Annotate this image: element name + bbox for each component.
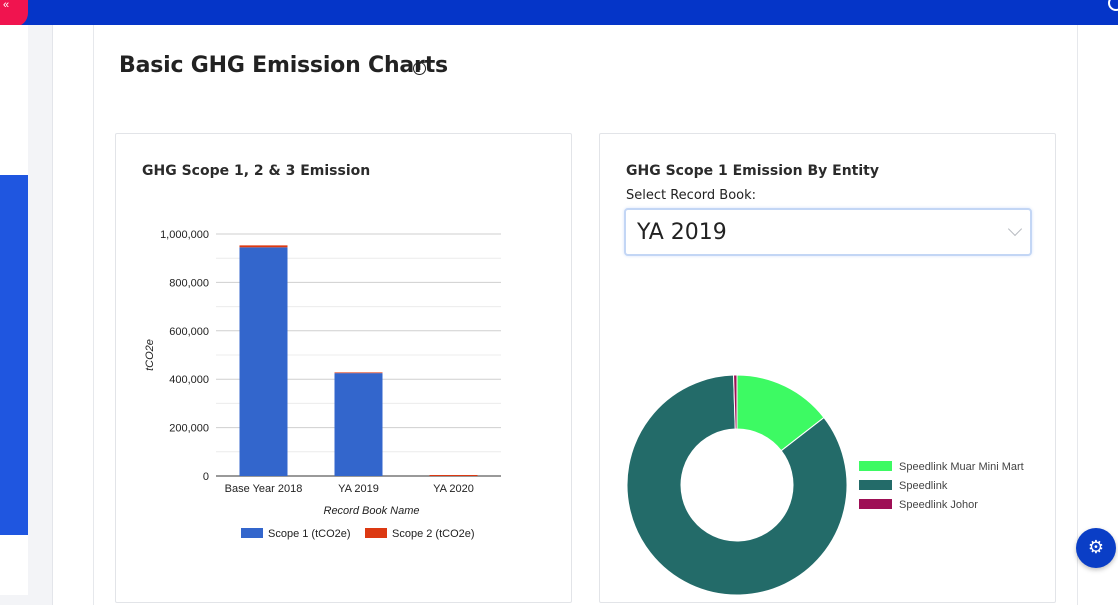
y-tick-label: 600,000 [169, 326, 209, 338]
bar-scope1 [334, 373, 383, 476]
sidebar-collapse-button[interactable]: « [0, 0, 28, 27]
scope-bar-chart: 0 200,000 400,000 600,000 800,000 1,000,000 Ba… [144, 229, 501, 540]
bar-scope2 [239, 245, 288, 248]
x-axis-title: Record Book Name [324, 505, 420, 517]
sidebar-active-indicator [0, 175, 28, 535]
x-tick-label: Base Year 2018 [225, 483, 303, 495]
card-title: GHG Scope 1 Emission By Entity [626, 163, 879, 179]
legend-label: Scope 1 (tCO2e) [268, 528, 351, 540]
select-value: YA 2019 [637, 220, 727, 245]
legend-swatch [859, 461, 892, 471]
legend-label: Speedlink Johor [899, 499, 978, 511]
donut-slice [626, 374, 848, 596]
y-tick-label: 400,000 [169, 374, 209, 386]
card-title: GHG Scope 1, 2 & 3 Emission [142, 163, 371, 179]
settings-button[interactable]: ⚙ [1076, 528, 1116, 568]
y-axis-title: tCO2e [144, 339, 156, 371]
donut-slice [733, 374, 738, 430]
globe-icon[interactable] [1108, 0, 1118, 11]
record-book-select[interactable]: YA 2019 [624, 208, 1032, 256]
scope-emission-card: GHG Scope 1, 2 & 3 Emission 0 200,000 400,… [115, 133, 572, 603]
legend-label: Speedlink Muar Mini Mart [899, 461, 1024, 473]
gear-icon: ⚙ [1087, 537, 1105, 558]
bar-scope2 [429, 475, 478, 476]
y-tick-label: 0 [203, 471, 209, 483]
legend-swatch [859, 480, 892, 490]
top-navbar: « [0, 0, 1118, 27]
select-record-book-label: Select Record Book: [626, 188, 757, 203]
bar-scope1 [239, 247, 288, 476]
legend-swatch [241, 528, 263, 538]
legend-label: Speedlink [899, 480, 948, 492]
x-tick-label: YA 2020 [433, 483, 474, 495]
collapse-icon: « [3, 0, 10, 11]
page-title: Basic GHG Emission Charts [119, 53, 448, 78]
bar-scope2 [334, 372, 383, 374]
legend-swatch [859, 499, 892, 509]
info-icon[interactable]: i [413, 62, 426, 75]
entity-emission-card: GHG Scope 1 Emission By Entity Select Re… [599, 133, 1056, 603]
y-tick-label: 800,000 [169, 277, 209, 289]
legend-swatch [365, 528, 387, 538]
legend-label: Scope 2 (tCO2e) [392, 528, 475, 540]
entity-donut-chart: Speedlink Muar Mini Mart Speedlink Speedli… [626, 374, 1024, 596]
y-tick-label: 1,000,000 [160, 229, 209, 241]
x-tick-label: YA 2019 [338, 483, 379, 495]
y-tick-label: 200,000 [169, 423, 209, 435]
